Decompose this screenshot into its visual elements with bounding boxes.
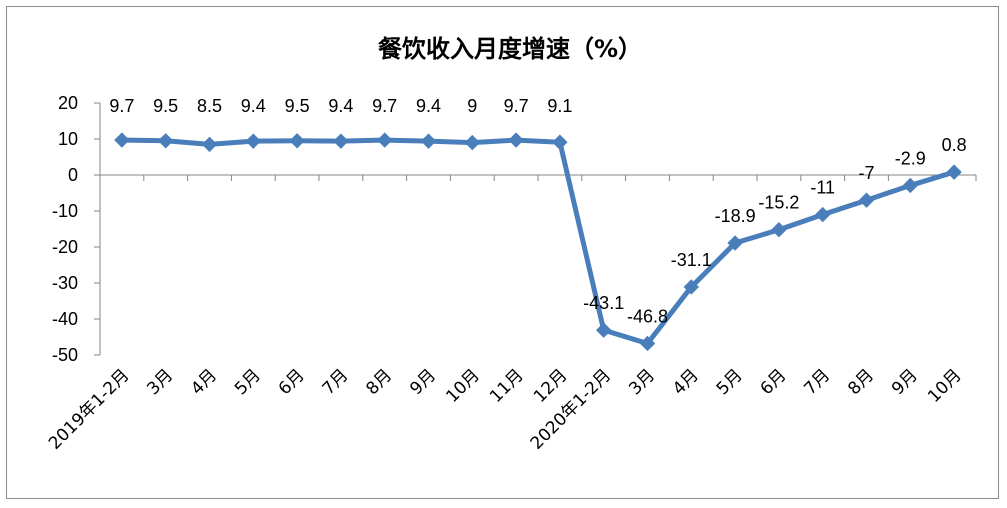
data-point-marker — [595, 322, 612, 338]
data-labels: 9.7 9.5 8.5 9.4 9.5 9.4 9.7 9.4 9 9.7 9.1 -43.1-46.… — [109, 96, 966, 326]
data-label: 9.4 — [241, 96, 266, 116]
data-label: 8.5 — [197, 96, 222, 116]
data-point-marker — [771, 222, 787, 238]
data-label: 9.7 — [109, 96, 134, 116]
x-tick-label: 8月 — [362, 365, 396, 399]
data-point-marker — [333, 133, 349, 149]
x-tick-label: 9月 — [406, 365, 440, 399]
data-label: -18.9 — [715, 206, 756, 226]
x-axis-ticks: 2019年1-2月 3月 4月 5月 6月 7月 8月 9月 10月 11月 12月2020年1-2… — [45, 175, 977, 454]
data-point-marker — [814, 206, 831, 223]
x-tick-label: 10月 — [442, 365, 483, 406]
y-tick-label: 10 — [58, 129, 78, 149]
data-label: 9.5 — [153, 96, 178, 116]
x-tick-label: 7月 — [319, 365, 353, 399]
data-point-marker — [201, 136, 218, 153]
data-point-marker — [902, 177, 919, 194]
data-point-marker — [946, 164, 962, 180]
data-label: 9.4 — [416, 96, 441, 116]
y-tick-label: 20 — [58, 93, 78, 113]
x-tick-label: 6月 — [757, 365, 791, 399]
x-tick-label: 4月 — [187, 365, 221, 399]
x-tick-label: 3月 — [143, 365, 177, 399]
data-point-marker — [289, 133, 305, 149]
data-label: 9.7 — [504, 96, 529, 116]
y-tick-label: -50 — [52, 345, 78, 365]
x-tick-label: 2020年1-2月 — [527, 365, 615, 453]
data-point-marker — [858, 192, 875, 208]
data-point-marker — [114, 132, 130, 148]
data-label: 9.1 — [547, 96, 572, 116]
chart-title: 餐饮收入月度增速（%） — [378, 35, 642, 63]
data-point-marker — [639, 335, 656, 352]
x-tick-label: 9月 — [888, 365, 922, 399]
x-tick-label: 8月 — [844, 365, 878, 399]
data-label: 9.5 — [285, 96, 310, 116]
data-point-marker — [464, 134, 481, 151]
x-tick-label: 11月 — [486, 365, 527, 406]
data-label: -2.9 — [895, 148, 926, 168]
data-label: 9.4 — [328, 96, 353, 116]
data-label: 0.8 — [942, 135, 967, 155]
x-tick-label: 4月 — [669, 365, 703, 399]
data-point-marker — [508, 132, 524, 148]
series-line — [121, 137, 955, 346]
y-axis-ticks: 20 10 0 -10 -20 -30 -40 -50 — [52, 93, 100, 365]
x-tick-label: 7月 — [800, 365, 834, 399]
data-label: -46.8 — [627, 306, 668, 326]
series-markers — [114, 132, 962, 352]
x-tick-label: 5月 — [713, 365, 747, 399]
x-tick-label: 5月 — [231, 365, 265, 399]
data-label: 9.7 — [372, 96, 397, 116]
data-label: -7 — [858, 163, 874, 183]
data-point-marker — [683, 279, 700, 295]
data-label: -43.1 — [583, 293, 624, 313]
x-tick-label: 3月 — [625, 365, 659, 399]
y-tick-label: -30 — [52, 273, 78, 293]
data-label: -11 — [810, 178, 835, 198]
data-point-marker — [727, 235, 743, 251]
y-tick-label: -10 — [52, 201, 78, 221]
y-tick-label: 0 — [68, 165, 78, 185]
chart-frame — [6, 6, 999, 499]
data-label: 9 — [467, 96, 477, 116]
data-label: -15.2 — [758, 193, 799, 213]
data-point-marker — [157, 133, 174, 149]
data-label: -31.1 — [671, 250, 712, 270]
data-point-marker — [420, 133, 437, 149]
data-point-marker — [376, 132, 393, 148]
y-tick-label: -40 — [52, 309, 78, 329]
data-point-marker — [552, 134, 568, 150]
x-tick-label: 6月 — [275, 365, 309, 399]
data-point-marker — [245, 133, 262, 149]
y-tick-label: -20 — [52, 237, 78, 257]
x-tick-label: 10月 — [924, 365, 965, 406]
x-tick-label: 2019年1-2月 — [45, 365, 133, 453]
